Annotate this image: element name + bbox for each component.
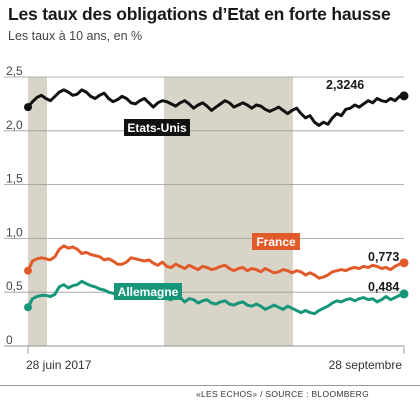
y-tick-label: 0 [6,333,13,347]
chart-subtitle: Les taux à 10 ans, en % [8,29,143,43]
series-end-point-etats-unis [399,91,409,101]
series-label-box [124,119,190,136]
series-label-text: France [256,235,296,249]
source-credit: «LES ECHOS» / SOURCE : BLOOMBERG [196,389,370,399]
series-label-france: France [252,233,300,250]
end-value-label-allemagne: 0,484 [368,280,399,294]
series-line-france [26,244,406,280]
series-label-box [252,233,300,250]
y-tick-label: 2,5 [6,64,23,78]
series-label-allemagne: Allemagne [114,283,182,300]
series-label-text: Allemagne [118,285,179,299]
y-tick-label: 0,5 [6,279,23,293]
end-value-label-etats-unis: 2,3246 [326,78,364,92]
series-line-allemagne [26,279,406,316]
chart-title: Les taux des obligations d’Etat en forte… [8,4,391,24]
series-label-etats-unis: Etats-Unis [124,119,190,136]
y-tick-label: 1,0 [6,225,23,239]
footer-divider [0,385,420,386]
y-tick-label: 2,0 [6,118,23,132]
series-label-box [114,283,182,300]
series-start-point-etats-unis [24,103,32,112]
y-tick-label: 1,5 [6,172,23,186]
series-end-point-france [399,258,409,268]
series-start-point-france [24,266,32,275]
x-tick-label: 28 juin 2017 [26,358,92,372]
series-label-text: Etats-Unis [127,121,187,135]
series-end-point-allemagne [399,289,409,299]
background-band-1 [28,77,47,346]
series-line-etats-unis [26,88,406,127]
end-value-label-france: 0,773 [368,250,399,264]
x-tick-label: 28 septembre [329,358,403,372]
series-start-point-allemagne [24,303,32,312]
